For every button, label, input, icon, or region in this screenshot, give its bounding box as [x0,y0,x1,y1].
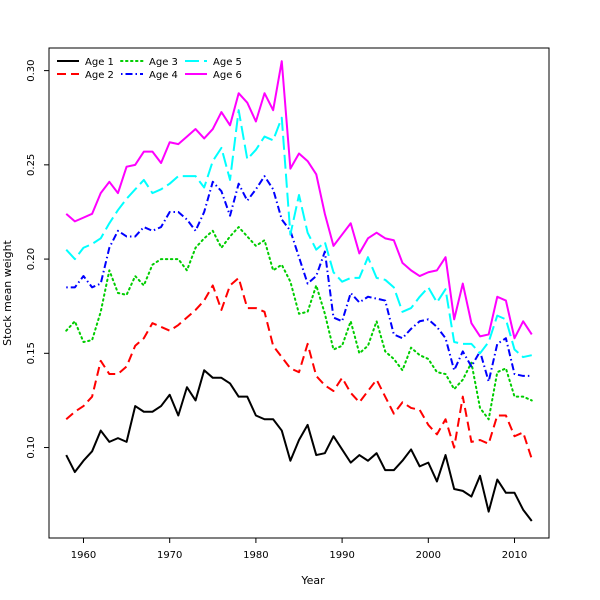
y-tick-label: 0.20 [26,248,37,270]
x-tick-label: 2000 [416,550,441,561]
y-tick-label: 0.10 [26,436,37,458]
legend-label-age-3: Age 3 [149,57,178,68]
y-axis-label: Stock mean weight [1,239,14,345]
series-line-age-1 [65,369,533,522]
axes: 1960 1970 1980 1990 2000 2010 0.10 0.15 0.20 0.25… [26,59,527,561]
series-line-age-6 [65,60,533,340]
legend-label-age-5: Age 5 [213,57,242,68]
series-line-age-4 [66,175,532,383]
x-tick-label: 1960 [71,550,96,561]
series-line-age-2 [65,276,533,460]
series-line-age-3 [65,226,533,421]
legend-label-age-6: Age 6 [213,70,242,81]
y-tick-label: 0.30 [26,59,37,81]
legend-label-age-4: Age 4 [149,70,178,81]
x-axis-label: Year [300,574,325,587]
y-tick-label: 0.15 [26,342,37,364]
legend-label-age-2: Age 2 [85,70,114,81]
x-tick-label: 1970 [157,550,182,561]
series-layer [65,60,533,522]
y-tick-label: 0.25 [26,154,37,176]
x-tick-label: 1990 [329,550,354,561]
plot-area-frame [48,47,550,539]
x-tick-label: 2010 [502,550,527,561]
legend-label-age-1: Age 1 [85,57,114,68]
legend: Age 1 Age 2 Age 3 Age 4 Age 5 Age 6 [57,57,242,81]
x-tick-label: 1980 [243,550,268,561]
series-line-age-5 [65,109,532,359]
